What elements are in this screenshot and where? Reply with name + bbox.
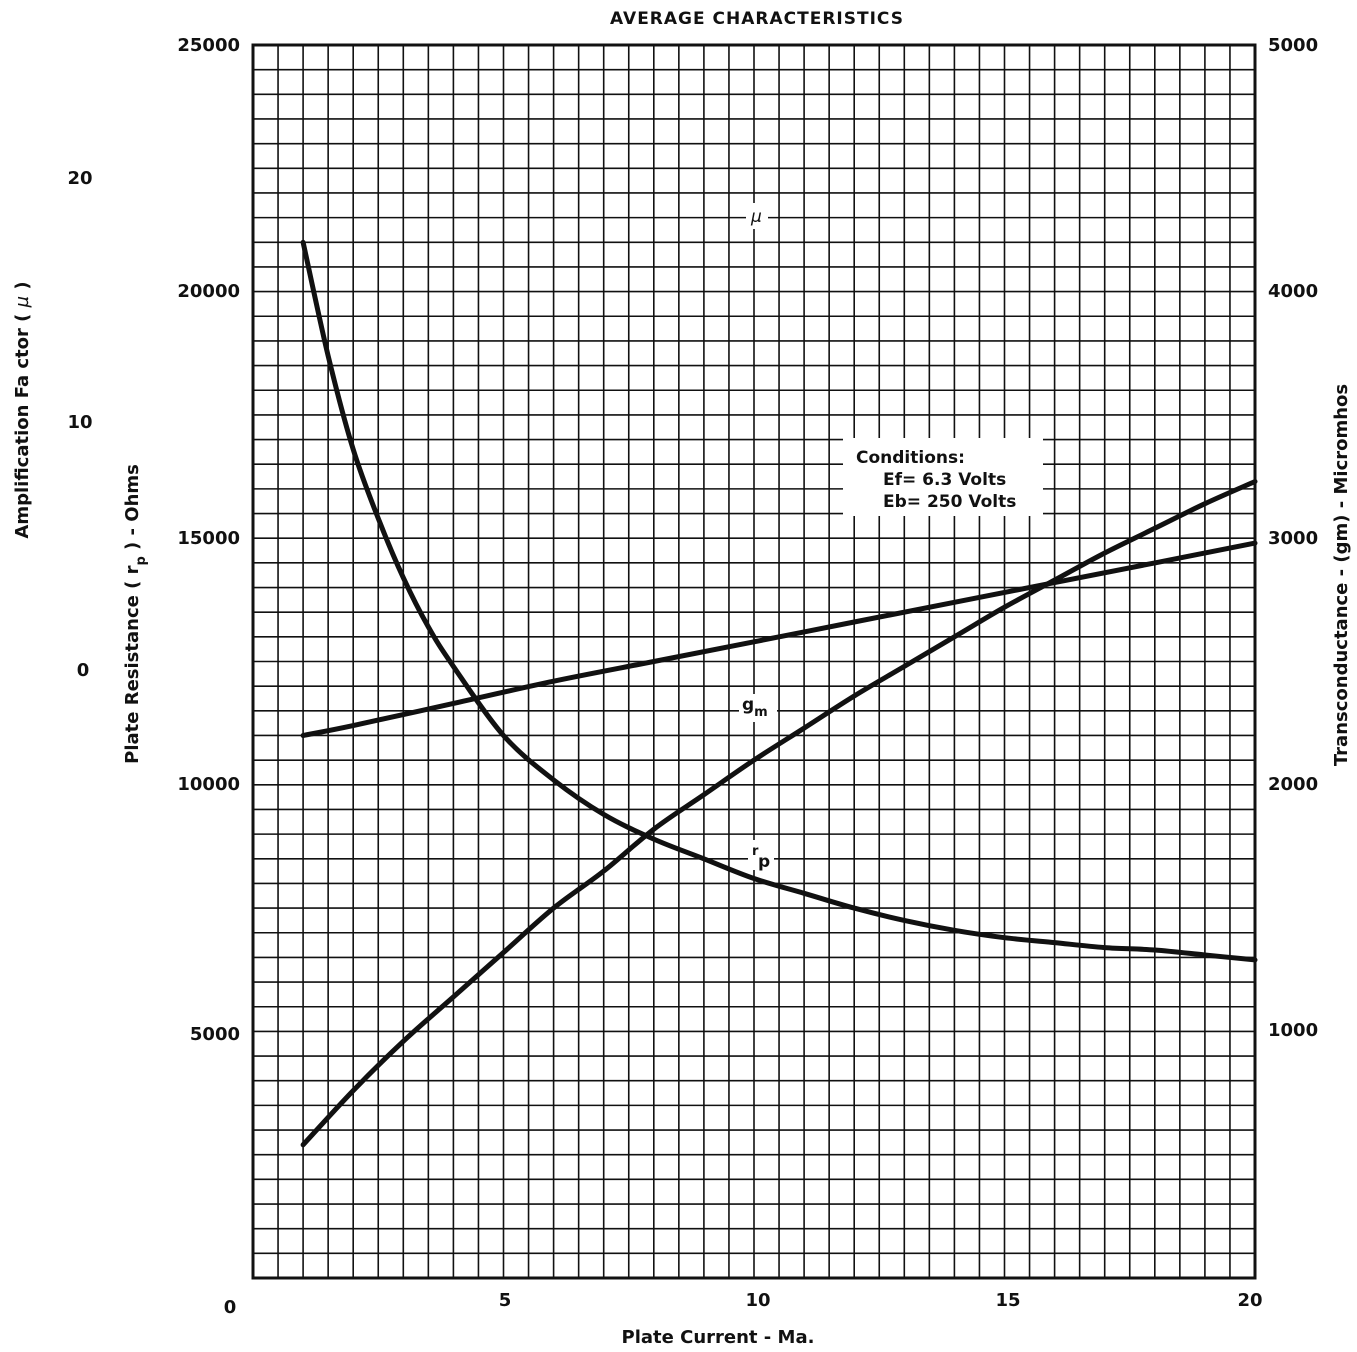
rp-tick-5000: 5000: [190, 1024, 240, 1045]
conditions-ef: Ef= 6.3 Volts: [883, 470, 1006, 490]
plot-frame: [251, 43, 1257, 1280]
gm-tick-4000: 4000: [1268, 281, 1318, 302]
conditions-heading: Conditions:: [856, 448, 965, 468]
rp-tick-25000: 25000: [177, 35, 240, 56]
svg-text:µ: µ: [750, 207, 762, 227]
gm-tick-5000: 5000: [1268, 35, 1318, 56]
gm-tick-2000: 2000: [1268, 774, 1318, 795]
rp-tick-15000: 15000: [177, 528, 240, 549]
rp-tick-10000: 10000: [177, 774, 240, 795]
x-tick-20: 20: [1237, 1290, 1262, 1311]
rp-axis-label: Plate Resistance ( rp ) - Ohms: [122, 464, 149, 764]
x-tick-15: 15: [995, 1290, 1020, 1311]
mu-tick-0: 0: [77, 660, 90, 681]
mu-axis-label: Amplification Fa ctor ( µ ): [12, 281, 33, 538]
conditions-box: Conditions: Ef= 6.3 Volts Eb= 250 Volts: [843, 438, 1043, 516]
conditions-eb: Eb= 250 Volts: [883, 492, 1016, 512]
gm-curve-label: gm: [739, 694, 777, 722]
chart-title: AVERAGE CHARACTERISTICS: [610, 9, 904, 29]
rp-tick-20000: 20000: [177, 281, 240, 302]
x-tick-10: 10: [745, 1290, 770, 1311]
series-layer: [300, 239, 1258, 1148]
x-axis-label: Plate Current - Ma.: [622, 1327, 815, 1348]
gm-axis-label: Transconductance - (gm) - Micromhos: [1331, 384, 1352, 766]
gm-tick-3000: 3000: [1268, 528, 1318, 549]
svg-text:p: p: [758, 852, 770, 872]
mu-tick-20: 20: [67, 168, 92, 189]
mu-tick-10: 10: [67, 412, 92, 433]
x-tick-0: 0: [224, 1297, 237, 1318]
series-line-rp: [300, 239, 1258, 963]
svg-text:gm: gm: [742, 695, 768, 720]
svg-text:r: r: [752, 844, 759, 859]
gm-tick-1000: 1000: [1268, 1020, 1318, 1041]
grid: [253, 45, 1255, 1278]
series-line-gm: [300, 479, 1258, 1148]
mu-curve-label: µ: [746, 203, 768, 229]
rp-curve-label: r p: [748, 840, 774, 872]
series-line-mu: [300, 540, 1258, 738]
x-tick-5: 5: [499, 1290, 512, 1311]
